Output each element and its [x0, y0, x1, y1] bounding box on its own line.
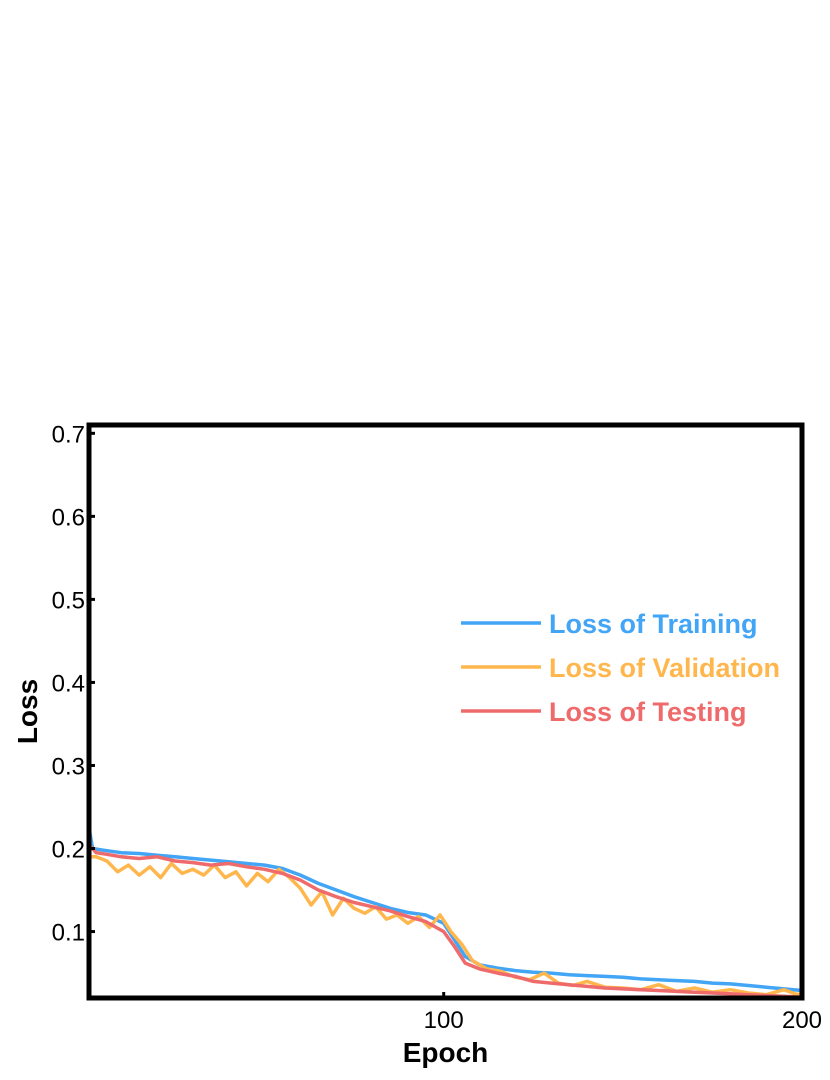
series-line-2 [87, 855, 804, 997]
x-tick-label: 200 [782, 1007, 822, 1034]
y-tick-label: 0.6 [52, 504, 85, 531]
series-line-3 [87, 842, 804, 999]
series-line-1 [87, 826, 804, 993]
plot-frame [86, 422, 805, 1001]
series-layer [87, 826, 804, 999]
legend: Loss of Training Loss of Validation Loss o… [461, 609, 780, 727]
legend-label: Loss of Training [549, 609, 758, 639]
y-tick-label: 0.1 [52, 920, 85, 947]
x-tick-label: 100 [424, 1007, 464, 1034]
y-axis-title: Loss [12, 679, 43, 744]
y-tick-label: 0.7 [52, 421, 85, 448]
y-tick-label: 0.4 [52, 670, 85, 697]
y-tick-label: 0.5 [52, 587, 85, 614]
x-axis-title: Epoch [403, 1037, 489, 1068]
ticks-layer: 0.1 0.2 0.3 0.4 0.5 0.6 0.7 100 200 [52, 421, 822, 1034]
legend-label: Loss of Validation [549, 653, 780, 683]
legend-label: Loss of Testing [549, 697, 747, 727]
y-tick-label: 0.3 [52, 753, 85, 780]
y-tick-label: 0.2 [52, 837, 85, 864]
